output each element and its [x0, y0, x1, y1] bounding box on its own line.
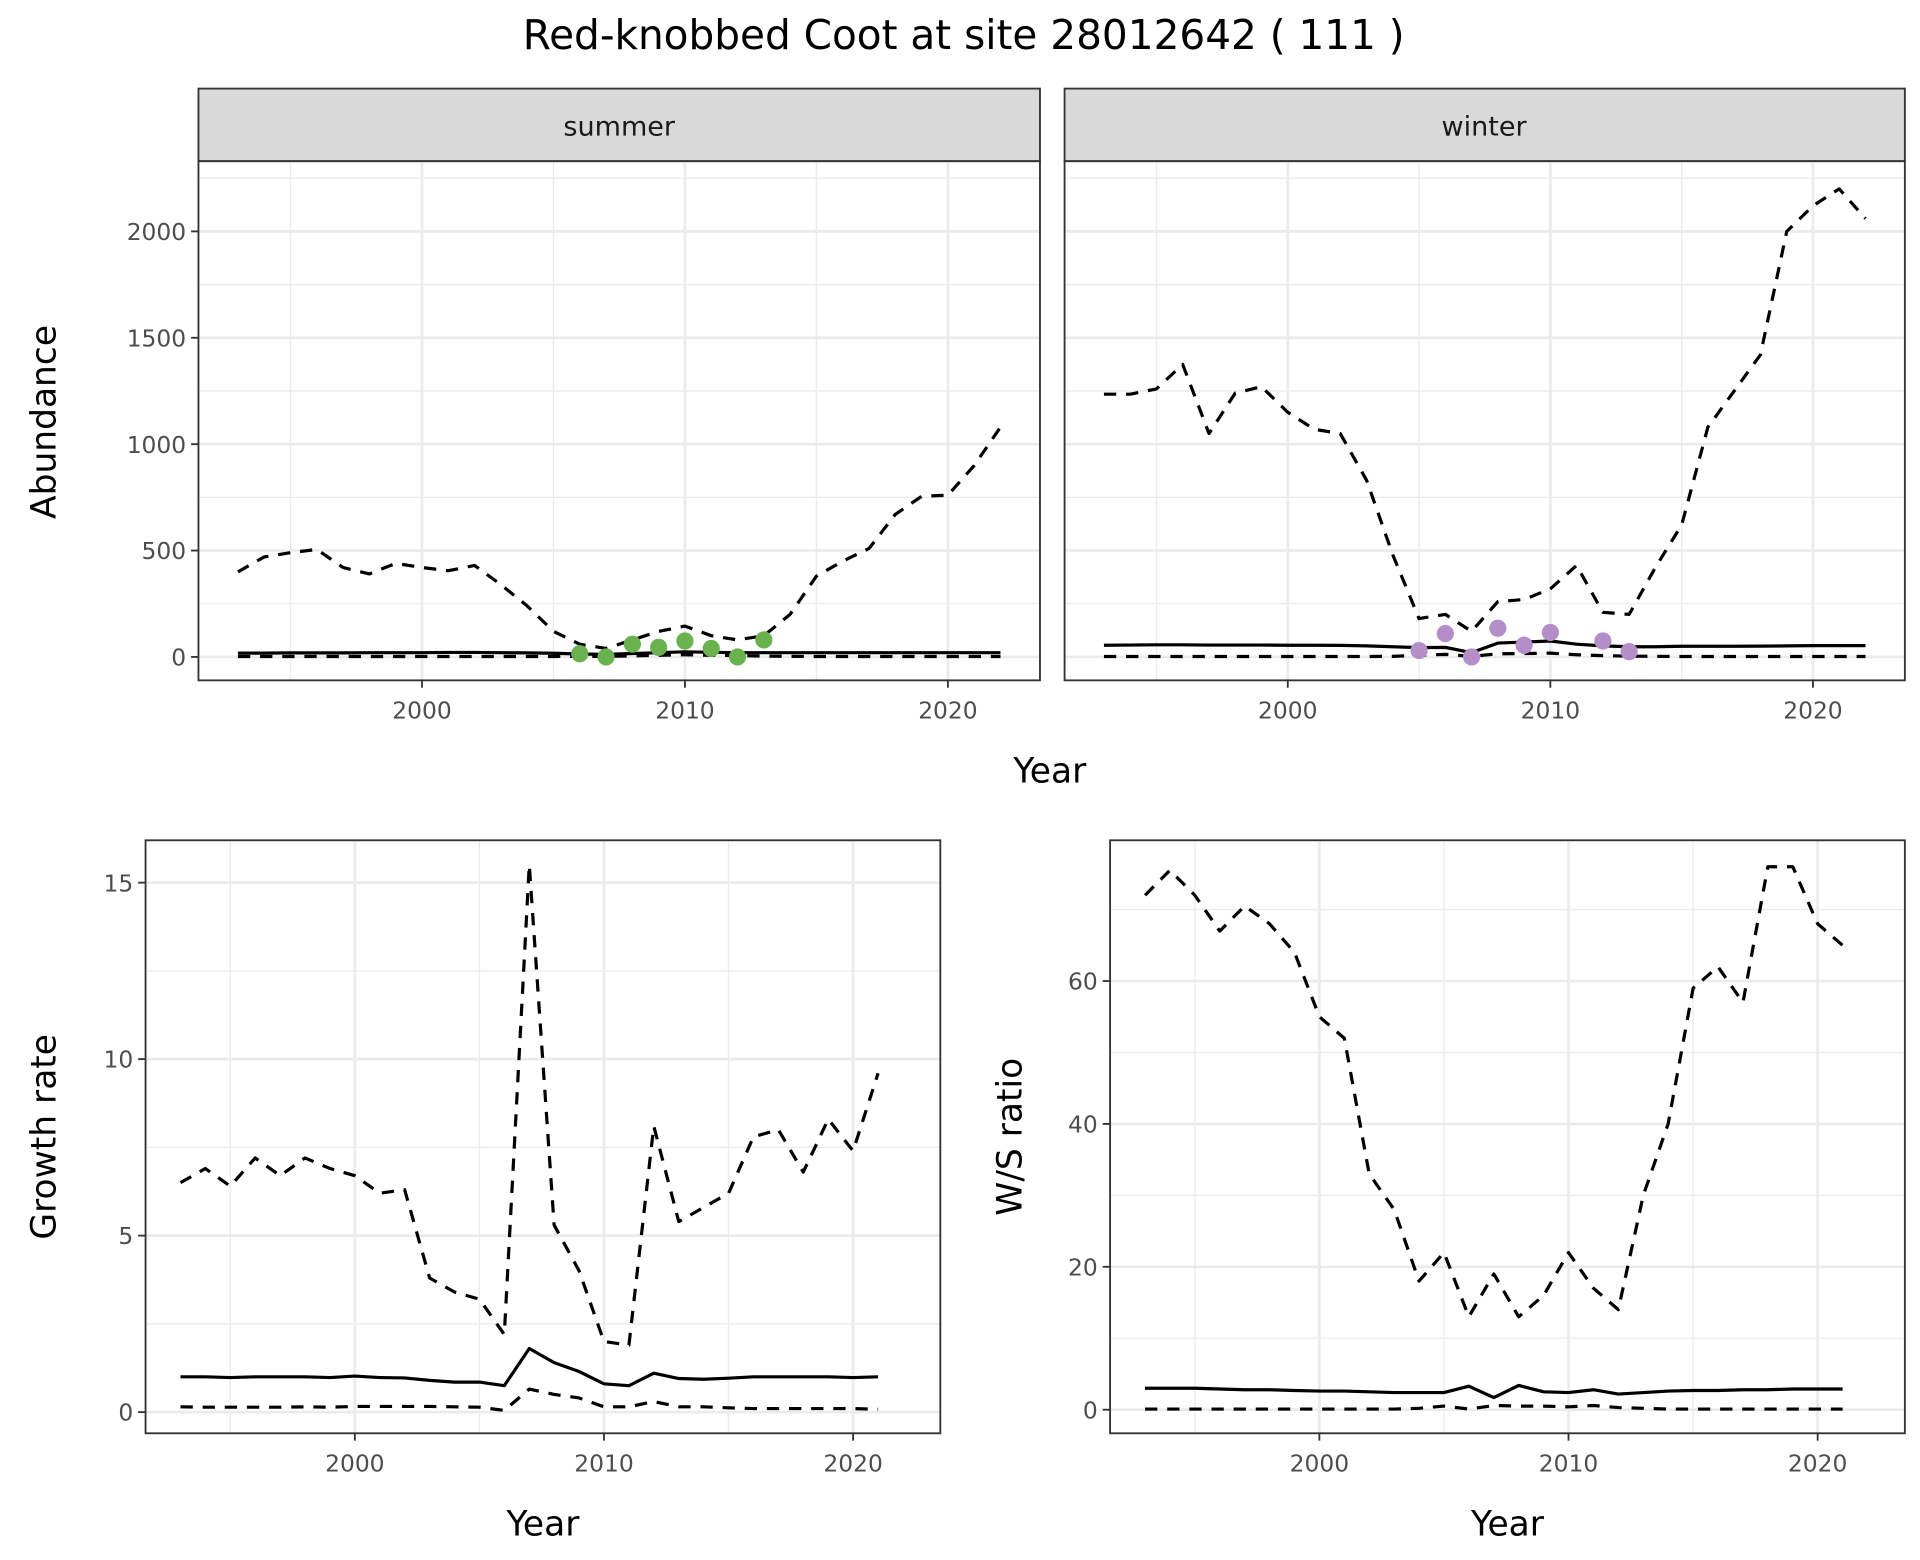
x-tick-label: 2010 [574, 1449, 633, 1477]
series-line-upper [1143, 865, 1844, 1319]
data-point [676, 632, 694, 650]
data-point [1462, 648, 1481, 666]
data-point [1515, 636, 1533, 654]
series-line-mean [237, 650, 1001, 656]
series-line-lower [237, 653, 1001, 659]
panel-winter: 2000 2010 2020 [1063, 87, 1906, 724]
facet-strip-winter-label: winter [1442, 111, 1528, 142]
data-point [1436, 624, 1454, 643]
x-tick-label: 2020 [1783, 696, 1842, 724]
y-tick-label: 15 [104, 869, 134, 897]
x-tick-label: 2000 [325, 1449, 384, 1477]
x-tick-label: 2000 [1258, 696, 1317, 724]
panel-border [1109, 839, 1906, 1435]
panel-border [1063, 160, 1906, 682]
y-tick-label: 0 [1083, 1396, 1098, 1424]
y-tick-label: 1000 [127, 431, 186, 459]
series-line-upper [179, 863, 880, 1347]
x-tick-label: 2010 [655, 696, 714, 724]
x-tick-label: 2000 [392, 696, 451, 724]
series-line-lower [180, 1387, 879, 1412]
data-point [650, 638, 668, 656]
data-point [728, 648, 747, 666]
series-line-upper [1103, 187, 1867, 633]
panel-border [197, 160, 1041, 682]
panel-border [144, 839, 942, 1435]
growth-x-axis-title: Year [505, 1504, 580, 1544]
data-point [1489, 619, 1507, 637]
series-line-mean [1103, 639, 1866, 655]
data-point [702, 639, 720, 658]
panel-ratio: 2000 2010 2020 0 20 40 60 [1068, 839, 1906, 1477]
ratio-y-axis-title: W/S ratio [991, 1058, 1031, 1216]
data-point [597, 648, 615, 666]
x-tick-label: 2020 [823, 1449, 882, 1477]
series-line-mean [180, 1346, 879, 1388]
facet-strip-summer-label: summer [563, 111, 676, 142]
data-point [1541, 623, 1559, 642]
data-point [1410, 641, 1428, 660]
y-tick-label: 40 [1068, 1111, 1098, 1139]
y-tick-label: 2000 [127, 218, 186, 246]
x-tick-label: 2000 [1290, 1449, 1349, 1477]
panel-summer: 2000 2010 2020 0 500 1000 1500 2000 [127, 87, 1041, 724]
series-line-mean [1145, 1383, 1843, 1400]
abundance-y-axis-title: Abundance [25, 325, 65, 519]
x-tick-label: 2020 [1788, 1449, 1847, 1477]
growth-y-axis-title: Growth rate [25, 1034, 65, 1240]
y-tick-label: 60 [1068, 968, 1098, 996]
panel-growth: 2000 2010 2020 0 5 10 15 [104, 839, 942, 1477]
data-point [1594, 632, 1612, 650]
y-tick-label: 0 [171, 644, 186, 672]
data-point [755, 631, 773, 649]
abundance-x-axis-title: Year [1012, 751, 1087, 791]
series-line-lower [1103, 651, 1866, 659]
data-point [1620, 643, 1638, 661]
data-point [623, 635, 641, 653]
ratio-x-axis-title: Year [1470, 1504, 1545, 1544]
y-tick-label: 10 [104, 1046, 134, 1074]
facet-strip [1063, 87, 1906, 163]
x-tick-label: 2010 [1521, 696, 1580, 724]
y-tick-label: 1500 [127, 324, 186, 352]
y-tick-label: 500 [142, 537, 187, 565]
facet-strip [197, 87, 1041, 163]
x-tick-label: 2020 [918, 696, 977, 724]
y-tick-label: 0 [118, 1399, 133, 1427]
chart-title: Red-knobbed Coot at site 28012642 ( 111 … [523, 11, 1405, 59]
x-tick-label: 2010 [1539, 1449, 1598, 1477]
y-tick-label: 20 [1068, 1253, 1098, 1281]
y-tick-label: 5 [118, 1222, 133, 1250]
data-point [571, 645, 589, 663]
series-line-lower [1145, 1403, 1843, 1411]
series-line-upper [237, 426, 1002, 651]
